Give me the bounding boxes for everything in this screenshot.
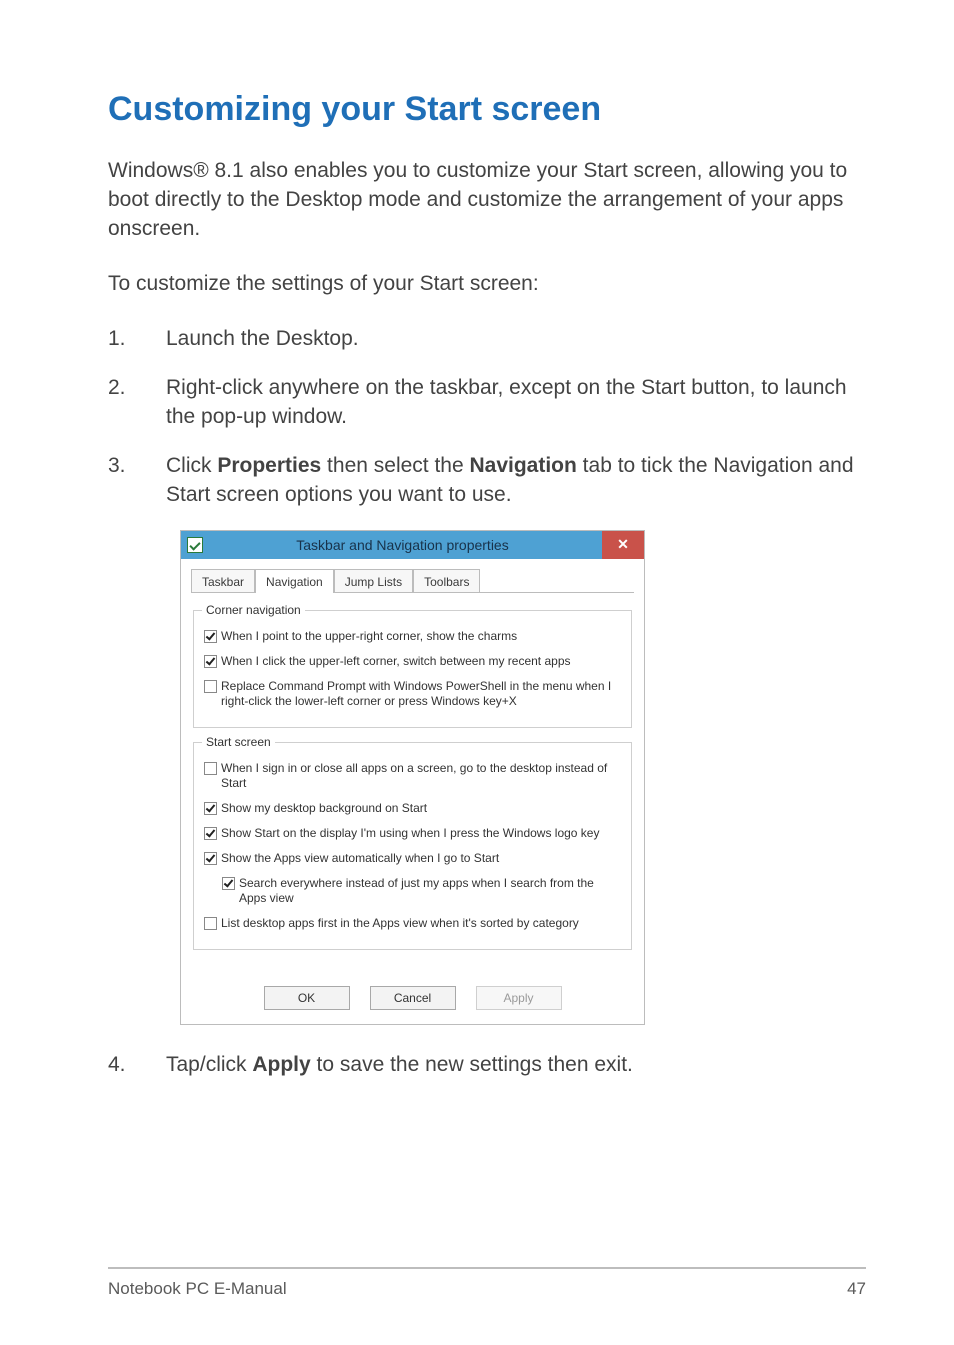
checkbox-label: Search everywhere instead of just my app… [239, 876, 621, 906]
tab-jump-lists[interactable]: Jump Lists [334, 569, 413, 593]
option-row: Replace Command Prompt with Windows Powe… [204, 679, 621, 709]
page-heading: Customizing your Start screen [108, 90, 866, 129]
checkbox[interactable] [204, 802, 217, 815]
step-text: Launch the Desktop. [166, 325, 866, 354]
checkbox[interactable] [204, 827, 217, 840]
dialog-button-row: OK Cancel Apply [181, 976, 644, 1024]
checkbox[interactable] [204, 680, 217, 693]
footer-left: Notebook PC E-Manual [108, 1279, 287, 1299]
option-row: Show the Apps view automatically when I … [204, 851, 621, 866]
step-text: Click Properties then select the Navigat… [166, 452, 866, 510]
tab-content: Corner navigation When I point to the up… [181, 594, 644, 976]
step-text: Right-click anywhere on the taskbar, exc… [166, 374, 866, 432]
option-row: When I click the upper-left corner, swit… [204, 654, 621, 669]
group-corner-navigation: Corner navigation When I point to the up… [193, 610, 632, 728]
step-number: 4. [108, 1051, 166, 1080]
step-number: 3. [108, 452, 166, 510]
text-fragment: Tap/click [166, 1053, 252, 1076]
tab-toolbars[interactable]: Toolbars [413, 569, 480, 593]
dialog-titlebar: Taskbar and Navigation properties ✕ [181, 531, 644, 559]
option-row: Show Start on the display I'm using when… [204, 826, 621, 841]
checkbox[interactable] [204, 852, 217, 865]
text-fragment: then select the [321, 454, 469, 477]
step-1: 1. Launch the Desktop. [108, 325, 866, 354]
option-row: When I point to the upper-right corner, … [204, 629, 621, 644]
text-fragment: to save the new settings then exit. [311, 1053, 633, 1076]
checkbox-label: Replace Command Prompt with Windows Powe… [221, 679, 621, 709]
checkbox-label: When I click the upper-left corner, swit… [221, 654, 621, 669]
step-3: 3. Click Properties then select the Navi… [108, 452, 866, 510]
checkbox[interactable] [222, 877, 235, 890]
tab-bar: Taskbar Navigation Jump Lists Toolbars [181, 559, 644, 593]
option-row: List desktop apps first in the Apps view… [204, 916, 621, 931]
step-text: Tap/click Apply to save the new settings… [166, 1051, 866, 1080]
checkbox[interactable] [204, 630, 217, 643]
checkbox-label: List desktop apps first in the Apps view… [221, 916, 621, 931]
checkbox[interactable] [204, 917, 217, 930]
close-icon: ✕ [617, 536, 629, 553]
page-footer: Notebook PC E-Manual 47 [108, 1267, 866, 1299]
option-row: Search everywhere instead of just my app… [222, 876, 621, 906]
text-bold: Properties [217, 454, 321, 477]
tab-taskbar[interactable]: Taskbar [191, 569, 255, 593]
checkbox-label: Show my desktop background on Start [221, 801, 621, 816]
checkbox-label: When I point to the upper-right corner, … [221, 629, 621, 644]
checkbox[interactable] [204, 655, 217, 668]
option-row: When I sign in or close all apps on a sc… [204, 761, 621, 791]
step-number: 2. [108, 374, 166, 432]
option-row: Show my desktop background on Start [204, 801, 621, 816]
checkbox[interactable] [204, 762, 217, 775]
step-number: 1. [108, 325, 166, 354]
intro-paragraph: Windows® 8.1 also enables you to customi… [108, 157, 866, 244]
checkbox-label: Show the Apps view automatically when I … [221, 851, 621, 866]
text-bold: Navigation [469, 454, 576, 477]
checkbox-label: Show Start on the display I'm using when… [221, 826, 621, 841]
text-fragment: Click [166, 454, 217, 477]
step-2: 2. Right-click anywhere on the taskbar, … [108, 374, 866, 432]
apply-button[interactable]: Apply [476, 986, 562, 1010]
window-icon [187, 537, 203, 553]
checkbox-label: When I sign in or close all apps on a sc… [221, 761, 621, 791]
close-button[interactable]: ✕ [602, 531, 644, 559]
group-legend: Start screen [202, 735, 275, 749]
lead-paragraph: To customize the settings of your Start … [108, 270, 866, 299]
cancel-button[interactable]: Cancel [370, 986, 456, 1010]
footer-page-number: 47 [847, 1279, 866, 1299]
step-4: 4. Tap/click Apply to save the new setti… [108, 1051, 866, 1080]
group-legend: Corner navigation [202, 603, 305, 617]
text-bold: Apply [252, 1053, 310, 1076]
properties-dialog: Taskbar and Navigation properties ✕ Task… [180, 530, 645, 1025]
group-start-screen: Start screen When I sign in or close all… [193, 742, 632, 950]
ok-button[interactable]: OK [264, 986, 350, 1010]
tab-navigation[interactable]: Navigation [255, 569, 334, 593]
dialog-title: Taskbar and Navigation properties [203, 537, 602, 553]
